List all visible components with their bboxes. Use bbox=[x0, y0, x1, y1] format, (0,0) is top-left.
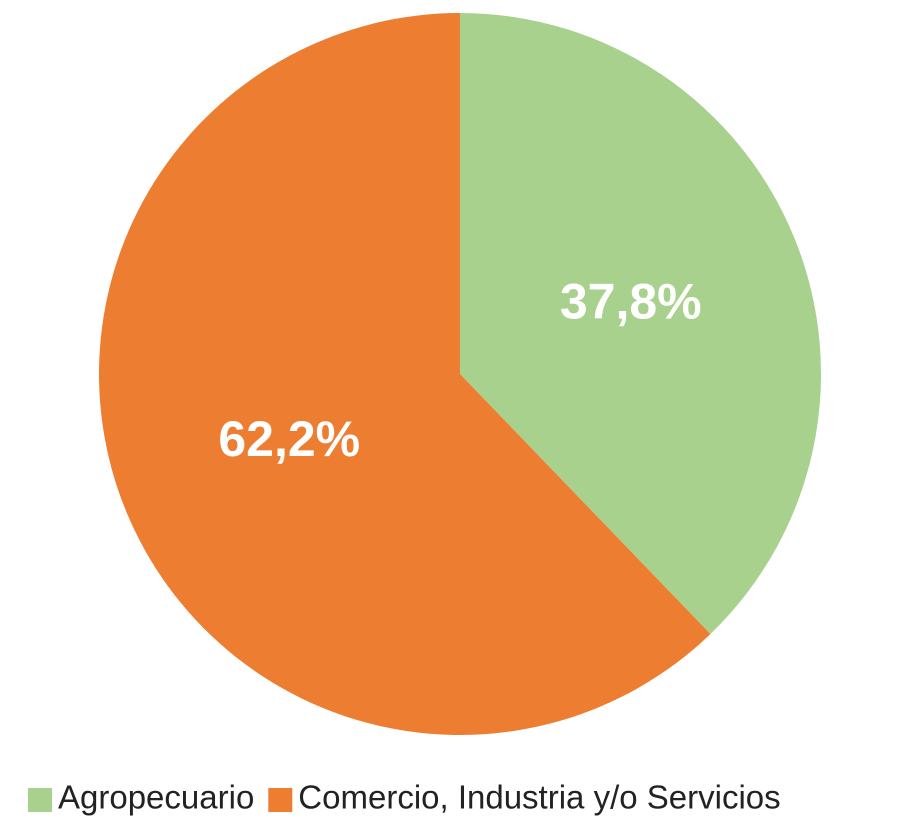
pie-slice bbox=[460, 13, 821, 635]
value-label: 62,2% bbox=[218, 411, 360, 467]
pie-slice bbox=[98, 13, 711, 736]
legend-label: Agropecuario bbox=[58, 779, 254, 816]
legend-label: Comercio, Industria y/o Servicios bbox=[298, 779, 780, 816]
value-label: 37,8% bbox=[560, 273, 702, 329]
legend-swatch bbox=[28, 788, 52, 812]
legend-swatch bbox=[268, 788, 293, 812]
